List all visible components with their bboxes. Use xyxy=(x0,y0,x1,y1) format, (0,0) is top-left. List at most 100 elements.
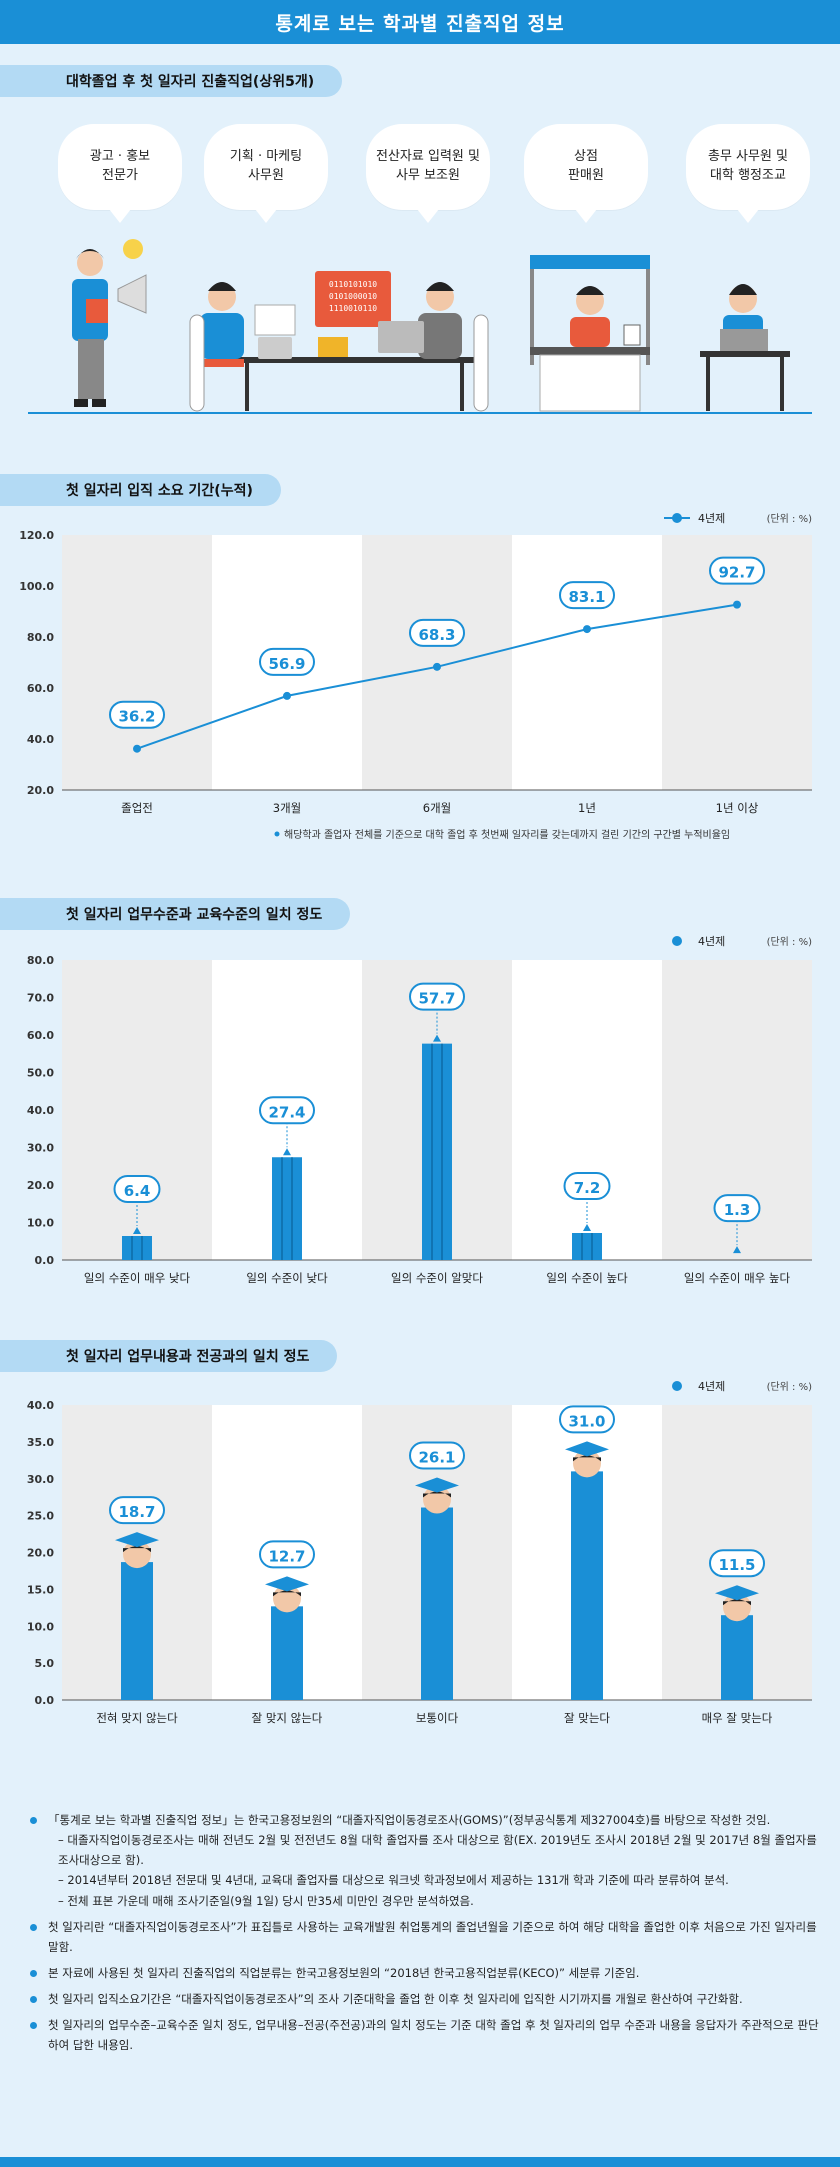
footnote-item: 첫 일자리 입직소요기간은 “대졸자직업이동경로조사”의 조사 기준대학을 졸업… xyxy=(30,1989,820,2009)
data-label: 26.1 xyxy=(418,1449,455,1467)
bar-body xyxy=(721,1615,753,1700)
footnote-text: 본 자료에 사용된 첫 일자리 진출직업의 직업분류는 한국고용정보원의 “20… xyxy=(48,1965,640,1980)
section-title-entry-period: 첫 일자리 입직 소요 기간(누적) xyxy=(0,474,281,506)
data-point xyxy=(433,662,441,671)
bar-body xyxy=(272,1157,302,1260)
data-label-box xyxy=(559,1405,615,1434)
person-advertiser-icon xyxy=(72,239,147,407)
bar-body xyxy=(422,1043,452,1260)
legend-marker xyxy=(672,936,682,946)
footnote-subitem: – 대졸자직업이동경로조사는 매해 전년도 2월 및 전전년도 8월 대학 졸업… xyxy=(58,1833,817,1868)
job-bubble: 총무 사무원 및 대학 행정조교 xyxy=(686,124,810,223)
data-label-box xyxy=(109,700,165,729)
bar-body xyxy=(571,1471,603,1700)
footnote-item: 본 자료에 사용된 첫 일자리 진출직업의 직업분류는 한국고용정보원의 “20… xyxy=(30,1963,820,1983)
bottom-bar xyxy=(0,2157,840,2167)
bar xyxy=(572,1198,602,1260)
bullet-icon xyxy=(30,1817,37,1824)
footnote-item: 「통계로 보는 학과별 진출직업 정보」는 한국고용정보원의 “대졸자직업이동경… xyxy=(30,1810,820,1911)
bullet-icon xyxy=(30,2022,37,2030)
graduate-head xyxy=(423,1485,451,1514)
x-tick-label: 잘 맞는다 xyxy=(564,1711,610,1725)
graduate-hair xyxy=(273,1590,301,1597)
graduate-head xyxy=(273,1584,301,1613)
graduate-hair xyxy=(423,1491,451,1498)
y-tick-label: 50.0 xyxy=(27,1067,54,1080)
x-tick-label: 보통이다 xyxy=(416,1711,459,1725)
y-tick-label: 0.0 xyxy=(35,1254,55,1267)
y-tick-label: 60.0 xyxy=(27,1029,54,1042)
y-tick-label: 20.0 xyxy=(27,784,54,797)
legend-label: 4년제 xyxy=(698,512,725,525)
data-label-box xyxy=(409,982,465,1011)
x-tick-label: 1년 이상 xyxy=(716,801,759,815)
x-tick-label: 6개월 xyxy=(423,801,451,815)
x-tick-label: 일의 수준이 매우 낮다 xyxy=(84,1271,191,1285)
y-tick-label: 100.0 xyxy=(19,580,54,593)
y-tick-label: 30.0 xyxy=(27,1142,54,1155)
graduate-cap xyxy=(115,1532,159,1548)
y-tick-label: 20.0 xyxy=(27,1547,54,1560)
data-label: 56.9 xyxy=(268,655,305,673)
y-tick-label: 40.0 xyxy=(27,733,54,746)
binary-line-3: 1110010110 xyxy=(329,304,377,313)
job-bubble: 상점 판매원 xyxy=(524,124,648,223)
bar xyxy=(265,1576,309,1700)
footnote-text: 「통계로 보는 학과별 진출직업 정보」는 한국고용정보원의 “대졸자직업이동경… xyxy=(48,1813,771,1827)
section-title-education-level: 첫 일자리 업무수준과 교육수준의 일치 정도 xyxy=(0,898,351,930)
footnote-text: 첫 일자리란 “대졸자직업이동경로조사”가 표집틀로 사용하는 교육개발원 취업… xyxy=(48,1919,817,1954)
data-label-box xyxy=(713,1194,761,1223)
unit-label: (단위 : %) xyxy=(767,1380,813,1393)
data-label: 57.7 xyxy=(418,990,455,1008)
graduate-cap xyxy=(265,1576,309,1592)
bar-tip xyxy=(583,1224,591,1231)
graduate-hair xyxy=(723,1599,751,1606)
x-tick-label: 일의 수준이 낮다 xyxy=(246,1271,328,1285)
workplace-illustration: 0110101010 0101000010 1110010110 xyxy=(28,239,812,414)
admin-clerk-icon xyxy=(700,284,790,411)
footnote-text: 첫 일자리 입직소요기간은 “대졸자직업이동경로조사”의 조사 기준대학을 졸업… xyxy=(48,1992,743,2006)
data-label-box xyxy=(113,1175,161,1203)
line-chart-entry-period: 20.0 40.0 60.0 80.0 100.0 120.0 졸업전 3개월 6개월 1년 1년 … xyxy=(19,512,812,841)
data-label: 83.1 xyxy=(568,588,605,606)
footnote-item: 첫 일자리란 “대졸자직업이동경로조사”가 표집틀로 사용하는 교육개발원 취업… xyxy=(30,1917,820,1957)
data-point xyxy=(733,600,741,609)
bar xyxy=(122,1201,152,1260)
graduate-cap xyxy=(715,1585,759,1601)
legend-label: 4년제 xyxy=(698,1380,725,1393)
bullet-icon xyxy=(30,1996,37,2003)
y-tick-label: 40.0 xyxy=(27,1399,54,1412)
x-tick-label: 졸업전 xyxy=(121,801,153,815)
y-tick-label: 35.0 xyxy=(27,1436,54,1449)
footnote-text: 첫 일자리의 업무수준–교육수준 일치 정도, 업무내용–전공(주전공)과의 일… xyxy=(48,2018,819,2053)
data-label: 11.5 xyxy=(718,1556,755,1574)
x-tick-label: 전혀 맞지 않는다 xyxy=(96,1711,178,1725)
y-tick-label: 70.0 xyxy=(27,992,54,1005)
data-point xyxy=(583,625,591,634)
data-label-box xyxy=(709,1549,765,1578)
data-label-box xyxy=(563,1172,611,1200)
y-tick-label: 30.0 xyxy=(27,1473,54,1486)
data-label-box xyxy=(409,618,465,647)
plot-column xyxy=(362,535,512,790)
x-tick-label: 일의 수준이 매우 높다 xyxy=(684,1271,791,1285)
bullet-icon xyxy=(30,1923,37,1931)
y-tick-label: 60.0 xyxy=(27,682,54,695)
binary-line-1: 0110101010 xyxy=(329,280,377,289)
footnote-subitem: – 전체 표본 가운데 매해 조사기준일(9월 1일) 당시 만35세 미만인 … xyxy=(58,1893,474,1908)
y-tick-label: 80.0 xyxy=(27,954,54,967)
y-tick-label: 0.0 xyxy=(35,1694,55,1707)
data-label: 27.4 xyxy=(268,1103,305,1121)
graduate-head xyxy=(723,1593,751,1622)
footnote-subitem: – 2014년부터 2018년 전문대 및 4년대, 교육대 졸업자를 대상으로… xyxy=(58,1873,729,1888)
section-title-jobs: 대학졸업 후 첫 일자리 진출직업(상위5개) xyxy=(0,65,343,97)
bar-tip xyxy=(283,1148,291,1156)
data-label: 1.3 xyxy=(724,1201,751,1219)
binary-line-2: 0101000010 xyxy=(329,292,377,301)
bar-tip xyxy=(433,1034,441,1042)
data-label-box xyxy=(259,1096,315,1125)
chart-footnote: 해당학과 졸업자 전체를 기준으로 대학 졸업 후 첫번째 일자리를 갖는데까지… xyxy=(284,828,730,841)
data-label: 18.7 xyxy=(118,1503,155,1521)
data-label-box xyxy=(709,556,765,585)
bar xyxy=(422,1008,452,1260)
